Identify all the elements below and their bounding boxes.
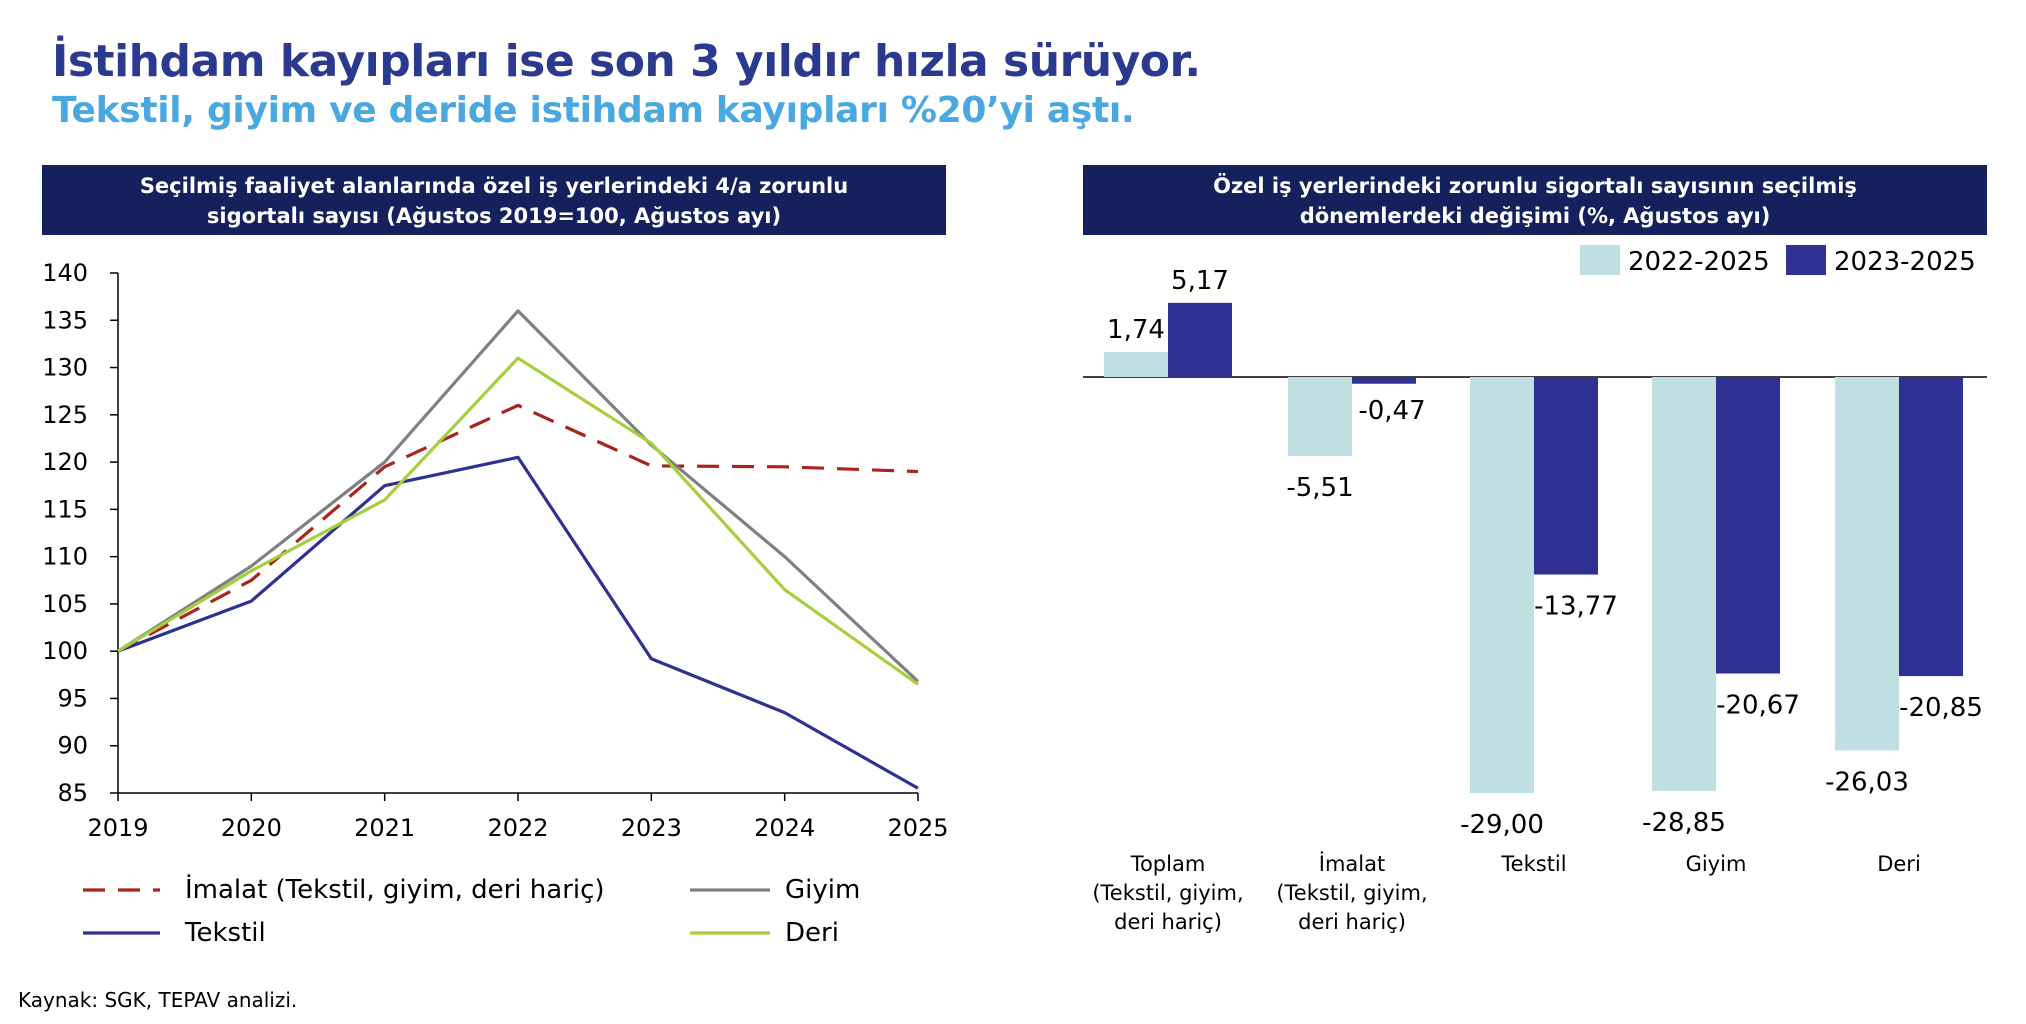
bar-2023-2025 xyxy=(1899,377,1963,677)
line-y-tick-label: 130 xyxy=(42,354,88,382)
line-x-tick-label: 2025 xyxy=(887,814,948,842)
line-legend-label: İmalat (Tekstil, giyim, deri hariç) xyxy=(185,873,605,905)
bar-value-label: -13,77 xyxy=(1534,592,1618,622)
bar-value-label: -5,51 xyxy=(1286,473,1353,503)
bar-category-label: (Tekstil, giyim, xyxy=(1276,881,1427,905)
line-y-tick-label: 85 xyxy=(57,779,88,807)
line-y-tick-label: 95 xyxy=(57,684,88,712)
bar-value-label: -20,85 xyxy=(1899,693,1983,723)
line-y-tick-label: 110 xyxy=(42,543,88,571)
bar-category-label: Toplam xyxy=(1130,852,1206,876)
bar-category-label: Deri xyxy=(1877,852,1921,876)
bar-legend-swatch xyxy=(1786,245,1826,275)
bar-category-label: deri hariç) xyxy=(1114,910,1222,934)
line-y-tick-label: 100 xyxy=(42,637,88,665)
bar-value-label: 5,17 xyxy=(1171,266,1229,296)
line-y-tick-label: 140 xyxy=(42,259,88,287)
bar-legend-swatch xyxy=(1580,245,1620,275)
bar-2023-2025 xyxy=(1168,302,1232,377)
line-y-tick-label: 115 xyxy=(42,495,88,523)
line-x-tick-label: 2020 xyxy=(221,814,282,842)
headline: İstihdam kayıpları ise son 3 yıldır hızl… xyxy=(52,36,1201,87)
bar-value-label: -0,47 xyxy=(1358,396,1425,426)
bar-legend-label: 2022-2025 xyxy=(1628,247,1770,277)
line-y-tick-label: 105 xyxy=(42,590,88,618)
bar-category-label: (Tekstil, giyim, xyxy=(1092,881,1243,905)
bar-2022-2025 xyxy=(1288,377,1352,457)
bar-value-label: -29,00 xyxy=(1460,810,1544,840)
line-x-tick-label: 2024 xyxy=(754,814,815,842)
bar-chart-title-line1: Özel iş yerlerindeki zorunlu sigortalı s… xyxy=(1213,174,1857,198)
line-x-tick-label: 2019 xyxy=(87,814,148,842)
line-chart-title: Seçilmiş faaliyet alanlarında özel iş ye… xyxy=(42,165,946,235)
line-y-tick-label: 125 xyxy=(42,401,88,429)
bar-2023-2025 xyxy=(1352,377,1416,384)
line-chart-title-line1: Seçilmiş faaliyet alanlarında özel iş ye… xyxy=(139,174,849,198)
line-series-tekstil xyxy=(117,455,919,790)
bar-value-label: 1,74 xyxy=(1107,315,1165,345)
line-legend-label: Giyim xyxy=(785,875,860,905)
line-legend-label: Deri xyxy=(785,918,839,948)
bar-2023-2025 xyxy=(1534,377,1598,575)
line-x-tick-label: 2021 xyxy=(354,814,415,842)
line-chart-title-line2: sigortalı sayısı (Ağustos 2019=100, Ağus… xyxy=(206,204,782,228)
bar-legend-label: 2023-2025 xyxy=(1834,247,1976,277)
bar-2022-2025 xyxy=(1652,377,1716,791)
line-x-tick-label: 2022 xyxy=(487,814,548,842)
line-y-tick-label: 90 xyxy=(57,732,88,760)
source-note: Kaynak: SGK, TEPAV analizi. xyxy=(18,988,298,1012)
bar-value-label: -20,67 xyxy=(1716,691,1800,721)
line-series-i̇malat xyxy=(117,403,919,653)
subheadline: Tekstil, giyim ve deride istihdam kayıpl… xyxy=(52,90,1135,131)
line-y-tick-label: 135 xyxy=(42,306,88,334)
bar-value-label: -26,03 xyxy=(1825,767,1909,797)
bar-2023-2025 xyxy=(1716,377,1780,674)
bar-2022-2025 xyxy=(1104,352,1168,377)
bar-value-label: -28,85 xyxy=(1642,808,1726,838)
line-legend-label: Tekstil xyxy=(184,918,266,948)
bar-2022-2025 xyxy=(1835,377,1899,751)
bar-chart-title: Özel iş yerlerindeki zorunlu sigortalı s… xyxy=(1083,165,1987,235)
bar-category-label: Giyim xyxy=(1686,852,1747,876)
line-series-deri xyxy=(117,356,919,686)
bar-2022-2025 xyxy=(1470,377,1534,793)
bar-category-label: Tekstil xyxy=(1500,852,1566,876)
bar-category-label: deri hariç) xyxy=(1298,910,1406,934)
line-y-tick-label: 120 xyxy=(42,448,88,476)
bar-category-label: İmalat xyxy=(1319,851,1385,876)
bar-chart-title-line2: dönemlerdeki değişimi (%, Ağustos ayı) xyxy=(1299,204,1771,228)
line-x-tick-label: 2023 xyxy=(621,814,682,842)
line-series-giyim xyxy=(117,309,920,683)
